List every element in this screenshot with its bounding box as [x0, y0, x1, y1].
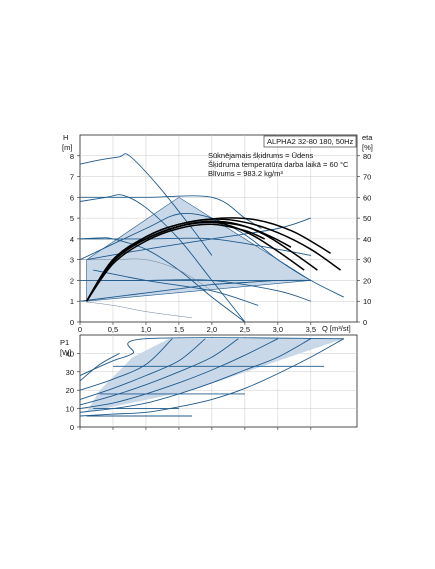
y2-tick-label-7: 70: [363, 173, 371, 182]
p-y-tick-label-3: 30: [66, 368, 74, 377]
head-chart-frame: [79, 134, 358, 323]
power-curve-1: [79, 338, 345, 417]
eta-curve-5: [85, 223, 266, 302]
power-curve-5: [79, 338, 206, 400]
y-tick-label-1: 1: [70, 297, 74, 306]
efficiency-axis-ticks: 0 10 20 30 40 50 60 70 80: [357, 152, 371, 327]
head-curve-9: [93, 269, 259, 306]
x-tick-label-7: 3,5: [306, 325, 316, 334]
y-tick-label-7: 7: [70, 173, 74, 182]
eta-axis-label: eta: [362, 133, 373, 142]
head-curve-7: [79, 279, 311, 302]
head-curve-8: [86, 217, 311, 261]
y2-tick-label-6: 60: [363, 193, 371, 202]
operating-area-fill: [86, 196, 312, 302]
power-curves: [79, 337, 345, 417]
head-curve-0: [79, 153, 213, 256]
head-efficiency-chart: 0 0,5 1,0 1,5 2,0 2,5 3,0 3,5 0 1 2 3 4 5 6 7 8 0 10 20 30…: [62, 133, 373, 334]
y2-tick-label-5: 50: [363, 214, 371, 223]
x-tick-label-2: 1,0: [141, 325, 151, 334]
operating-area: [86, 196, 312, 302]
head-axis-unit: [m]: [62, 143, 72, 152]
x-tick-label-4: 2,0: [207, 325, 217, 334]
y-tick-label-3: 3: [70, 256, 74, 265]
power-axis-ticks: 0 10 20 30 40: [66, 349, 312, 432]
y-tick-label-4: 4: [70, 235, 74, 244]
power-curve-6: [79, 338, 173, 391]
y-tick-label-6: 6: [70, 193, 74, 202]
eta-axis-unit: [%]: [362, 143, 373, 152]
x-tick-label-6: 3,0: [273, 325, 283, 334]
eta-curve-4: [85, 221, 292, 302]
x-tick-label-3: 1,5: [174, 325, 184, 334]
pump-label: ALPHA2 32-80 180, 50Hz: [267, 137, 354, 146]
power-curve-3: [79, 338, 279, 410]
y2-tick-label-1: 10: [363, 297, 371, 306]
info-temperature: Šķidruma temperatūra darba laikā = 60 °C: [208, 160, 349, 169]
y2-tick-label-3: 30: [363, 256, 371, 265]
head-axis-label: H: [63, 133, 68, 142]
p-y-tick-label-1: 10: [66, 405, 74, 414]
head-curve-10: [99, 279, 311, 302]
y-tick-label-8: 8: [70, 152, 74, 161]
power-area-fill: [86, 338, 344, 413]
power-curve-0: [79, 337, 344, 376]
power-operating-area: [86, 338, 344, 413]
p-y-tick-label-2: 20: [66, 386, 74, 395]
p-y-tick-label-4: 40: [66, 349, 74, 358]
head-axis-ticks: 0 1 2 3 4 5 6 7 8: [70, 152, 80, 327]
flow-axis-ticks: 0 0,5 1,0 1,5 2,0 2,5 3,0 3,5: [78, 322, 316, 334]
flow-axis-label: Q [m³/st]: [322, 324, 351, 333]
info-fluid: Sūknējamais šķidrums = Ūdens: [208, 151, 314, 160]
x-tick-label-0: 0: [78, 325, 82, 334]
head-curves: [79, 153, 345, 323]
pump-label-box: [263, 135, 357, 148]
x-tick-label-1: 0,5: [108, 325, 118, 334]
power-chart: 0 10 20 30 40 P1 [W]: [60, 334, 358, 432]
power-axis-unit: [W]: [60, 348, 71, 357]
info-density: Blīvums = 983.2 kg/m³: [208, 169, 283, 178]
p-y-tick-label-0: 0: [70, 423, 74, 432]
y-tick-label-5: 5: [70, 214, 74, 223]
power-curve-4: [79, 338, 239, 406]
y-tick-label-0: 0: [70, 318, 74, 327]
y2-tick-label-8: 80: [363, 152, 371, 161]
y2-tick-label-4: 40: [363, 235, 371, 244]
power-axis-label: P1: [60, 338, 69, 347]
thin-curve-0: [79, 300, 193, 319]
efficiency-curves: [85, 217, 341, 302]
power-curve-7: [79, 353, 120, 382]
thin-curve-1: [80, 258, 213, 292]
y2-tick-label-2: 20: [363, 276, 371, 285]
x-tick-label-5: 2,5: [240, 325, 250, 334]
y-tick-label-2: 2: [70, 276, 74, 285]
head-curve-3: [79, 195, 262, 229]
y2-tick-label-0: 0: [363, 318, 367, 327]
